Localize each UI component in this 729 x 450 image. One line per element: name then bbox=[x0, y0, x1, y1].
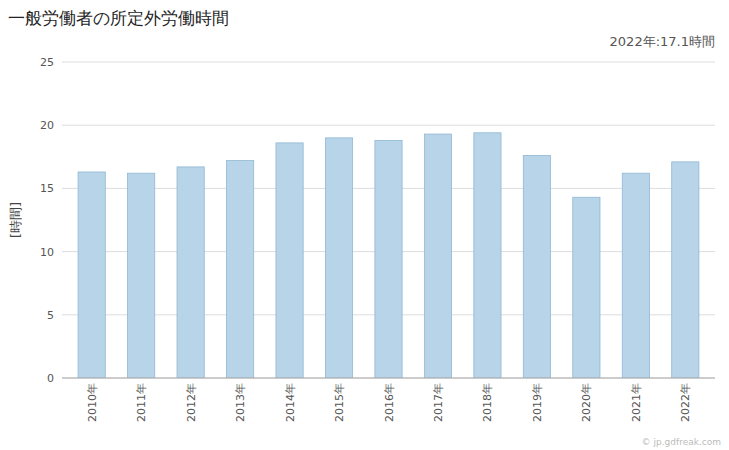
watermark: © jp.gdfreak.com bbox=[642, 437, 721, 447]
bar bbox=[424, 134, 451, 378]
x-tick-label: 2013年 bbox=[234, 383, 247, 422]
y-tick-label: 5 bbox=[47, 309, 54, 322]
bar bbox=[128, 173, 155, 378]
x-tick-label: 2011年 bbox=[135, 383, 148, 422]
grid-line bbox=[62, 62, 715, 63]
bars bbox=[78, 133, 699, 378]
x-tick-label: 2022年 bbox=[679, 383, 692, 422]
grid bbox=[62, 62, 715, 378]
x-tick-label: 2010年 bbox=[86, 383, 99, 422]
x-tick-label: 2018年 bbox=[481, 383, 494, 422]
chart: 一般労働者の所定外労働時間 2022年:17.1時間 © jp.gdfreak.co… bbox=[0, 0, 729, 450]
y-tick-label: 15 bbox=[40, 182, 54, 195]
bar bbox=[474, 133, 501, 378]
x-tick-label: 2012年 bbox=[185, 383, 198, 422]
bar bbox=[325, 138, 352, 378]
bar bbox=[622, 173, 649, 378]
bar bbox=[276, 143, 303, 378]
bar bbox=[177, 167, 204, 378]
x-tick-label: 2020年 bbox=[580, 383, 593, 422]
y-axis-label: [時間] bbox=[8, 202, 23, 238]
x-tick-label: 2016年 bbox=[383, 383, 396, 422]
grid-line bbox=[62, 125, 715, 126]
bar bbox=[523, 156, 550, 378]
x-tick-label: 2014年 bbox=[284, 383, 297, 422]
x-axis-line bbox=[62, 378, 715, 379]
y-tick-label: 25 bbox=[40, 56, 54, 69]
grid-line bbox=[62, 378, 715, 379]
bar bbox=[78, 172, 105, 378]
annotation: 2022年:17.1時間 bbox=[610, 34, 715, 49]
y-tick-label: 20 bbox=[40, 119, 54, 132]
y-tick-label: 0 bbox=[47, 372, 54, 385]
x-tick-label: 2021年 bbox=[630, 383, 643, 422]
bar bbox=[375, 140, 402, 378]
title: 一般労働者の所定外労働時間 bbox=[8, 8, 229, 28]
bar bbox=[226, 161, 253, 378]
bar bbox=[672, 162, 699, 378]
x-tick-label: 2015年 bbox=[333, 383, 346, 422]
bar bbox=[573, 197, 600, 378]
x-tick-label: 2019年 bbox=[531, 383, 544, 422]
background bbox=[0, 0, 729, 450]
y-tick-label: 10 bbox=[40, 246, 54, 259]
x-tick-label: 2017年 bbox=[432, 383, 445, 422]
